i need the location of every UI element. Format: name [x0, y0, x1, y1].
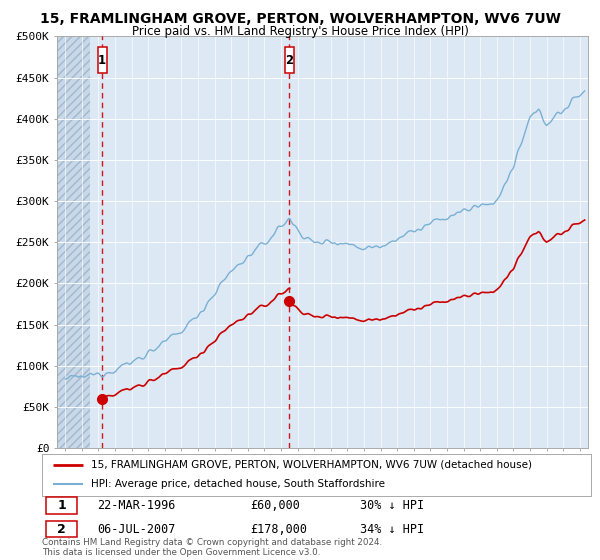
- FancyBboxPatch shape: [285, 47, 294, 73]
- Text: 2: 2: [286, 54, 293, 67]
- Text: 1: 1: [57, 499, 66, 512]
- FancyBboxPatch shape: [46, 497, 77, 514]
- Text: 06-JUL-2007: 06-JUL-2007: [97, 523, 175, 536]
- Text: £60,000: £60,000: [251, 499, 301, 512]
- Text: Price paid vs. HM Land Registry's House Price Index (HPI): Price paid vs. HM Land Registry's House …: [131, 25, 469, 38]
- FancyBboxPatch shape: [98, 47, 107, 73]
- Text: HPI: Average price, detached house, South Staffordshire: HPI: Average price, detached house, Sout…: [91, 479, 385, 489]
- Text: 30% ↓ HPI: 30% ↓ HPI: [361, 499, 425, 512]
- Text: 15, FRAMLINGHAM GROVE, PERTON, WOLVERHAMPTON, WV6 7UW (detached house): 15, FRAMLINGHAM GROVE, PERTON, WOLVERHAM…: [91, 460, 532, 470]
- Text: Contains HM Land Registry data © Crown copyright and database right 2024.
This d: Contains HM Land Registry data © Crown c…: [42, 538, 382, 557]
- Text: 34% ↓ HPI: 34% ↓ HPI: [361, 523, 425, 536]
- Text: 22-MAR-1996: 22-MAR-1996: [97, 499, 175, 512]
- Text: 2: 2: [57, 523, 66, 536]
- Text: 15, FRAMLINGHAM GROVE, PERTON, WOLVERHAMPTON, WV6 7UW: 15, FRAMLINGHAM GROVE, PERTON, WOLVERHAM…: [40, 12, 560, 26]
- Text: 1: 1: [98, 54, 106, 67]
- Text: £178,000: £178,000: [251, 523, 308, 536]
- FancyBboxPatch shape: [46, 521, 77, 538]
